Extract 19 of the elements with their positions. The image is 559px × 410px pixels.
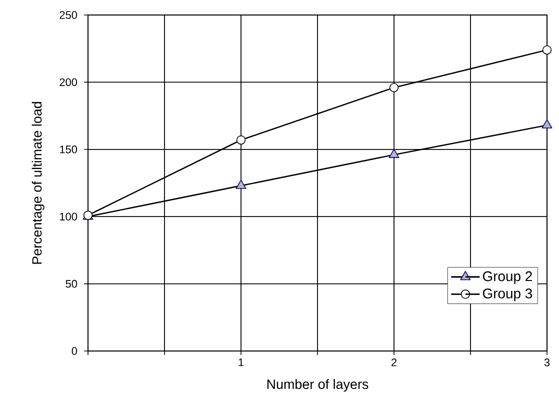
point [389, 82, 399, 92]
legend-label: Group 3 [482, 288, 532, 302]
y-tick-label: 250 [60, 11, 78, 19]
y-tick-label: 200 [60, 78, 78, 86]
y-tick-label: 0 [72, 347, 78, 355]
y-axis-title: Percentage of ultimate load [32, 102, 44, 264]
y-tick-label: 50 [66, 280, 78, 288]
legend-label: Group 2 [482, 271, 532, 284]
point [542, 45, 552, 55]
x-axis-title: Number of layers [267, 379, 368, 392]
y-tick-label: 100 [60, 212, 78, 220]
point [388, 148, 400, 158]
point [236, 135, 246, 145]
point [542, 119, 552, 128]
point [236, 180, 246, 189]
x-tick-label: 2 [392, 358, 397, 366]
y-tick-label: 150 [60, 146, 78, 154]
x-tick-label: 1 [238, 358, 244, 366]
x-tick-label: 3 [544, 358, 550, 366]
